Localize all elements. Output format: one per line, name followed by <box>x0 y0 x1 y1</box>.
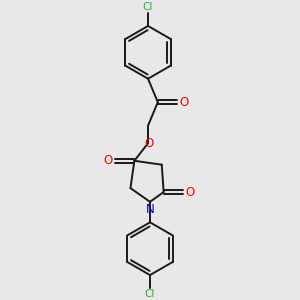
Text: O: O <box>144 137 154 150</box>
Text: O: O <box>103 154 113 167</box>
Text: Cl: Cl <box>143 2 153 12</box>
Text: O: O <box>185 185 194 199</box>
Text: Cl: Cl <box>145 289 155 299</box>
Text: N: N <box>146 203 154 216</box>
Text: O: O <box>179 96 189 109</box>
